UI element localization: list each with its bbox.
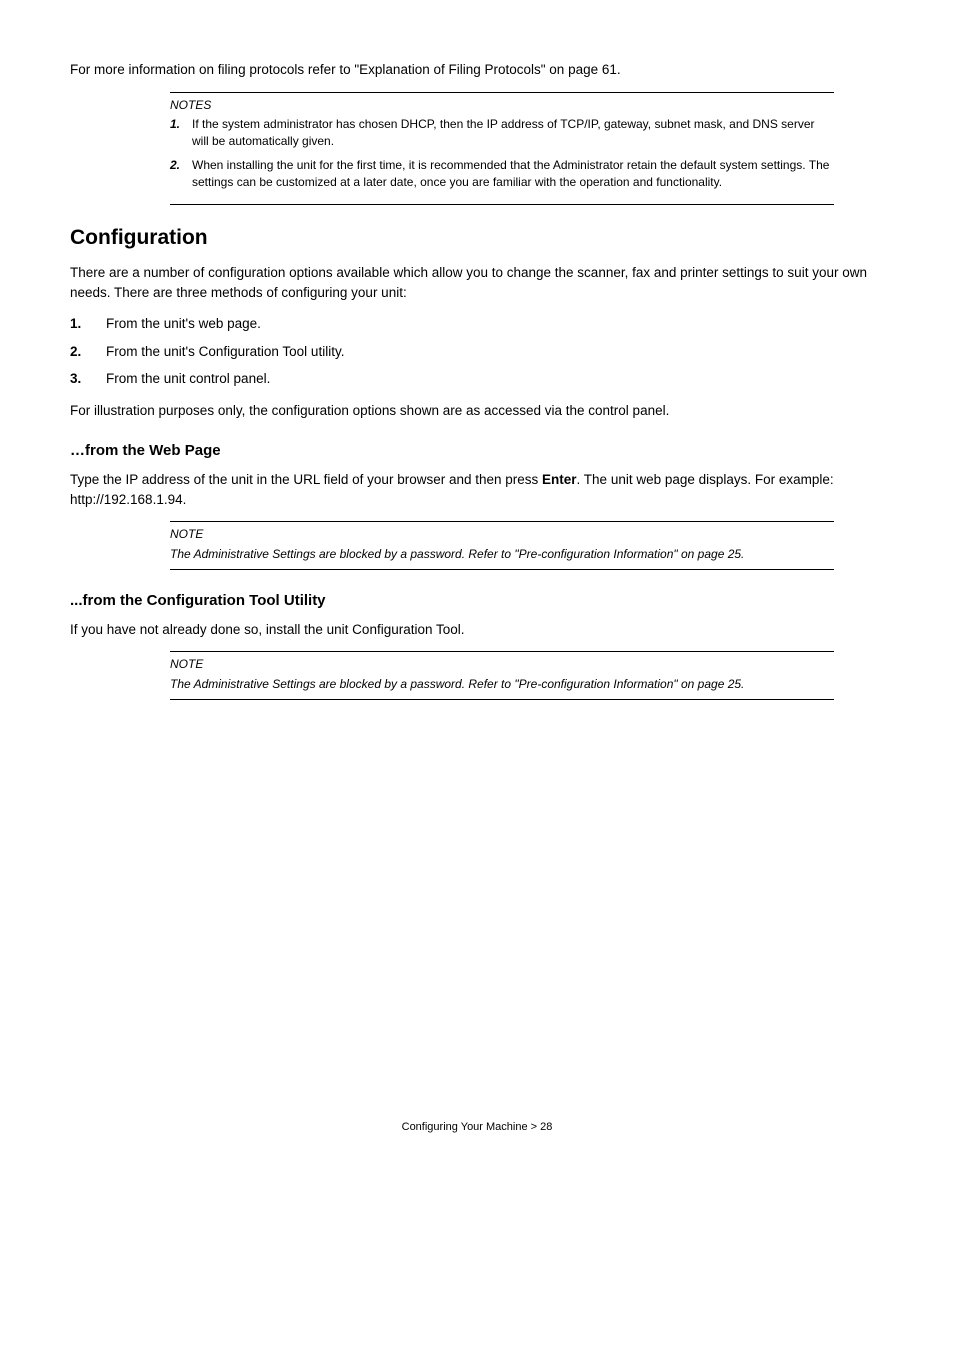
list-item-num: 2. [70,342,81,362]
config-tool-heading: ...from the Configuration Tool Utility [70,590,884,612]
list-item-num: 1. [70,314,81,334]
web-page-paragraph: Type the IP address of the unit in the U… [70,470,884,509]
intro-paragraph: For more information on filing protocols… [70,60,884,80]
notes-item-text: If the system administrator has chosen D… [192,117,815,148]
notes-item-num: 2. [170,157,180,174]
note-title: NOTE [170,656,834,673]
notes-item: 2. When installing the unit for the firs… [170,157,834,192]
list-item-text: From the unit's Configuration Tool utili… [106,344,344,359]
notes-item-text: When installing the unit for the first t… [192,158,829,189]
notes-list: 1. If the system administrator has chose… [170,116,834,192]
list-item: 1. From the unit's web page. [70,314,884,334]
list-item-text: From the unit control panel. [106,371,270,386]
note-block-2: NOTE The Administrative Settings are blo… [170,521,834,570]
web-para-pre: Type the IP address of the unit in the U… [70,472,542,487]
list-item: 3. From the unit control panel. [70,369,884,389]
configuration-intro: There are a number of configuration opti… [70,263,884,302]
enter-key-label: Enter [542,472,577,487]
page-footer: Configuring Your Machine > 28 [70,1120,884,1136]
notes-title: NOTES [170,97,834,114]
note-body: The Administrative Settings are blocked … [170,676,834,693]
configuration-methods-list: 1. From the unit's web page. 2. From the… [70,314,884,389]
list-item: 2. From the unit's Configuration Tool ut… [70,342,884,362]
web-page-heading: …from the Web Page [70,440,884,462]
configuration-outro: For illustration purposes only, the conf… [70,401,884,421]
config-tool-paragraph: If you have not already done so, install… [70,620,884,640]
note-title: NOTE [170,526,834,543]
note-body: The Administrative Settings are blocked … [170,546,834,563]
notes-block-1: NOTES 1. If the system administrator has… [170,92,834,205]
note-block-3: NOTE The Administrative Settings are blo… [170,651,834,700]
list-item-text: From the unit's web page. [106,316,261,331]
notes-item: 1. If the system administrator has chose… [170,116,834,151]
list-item-num: 3. [70,369,81,389]
configuration-heading: Configuration [70,223,884,253]
notes-item-num: 1. [170,116,180,133]
